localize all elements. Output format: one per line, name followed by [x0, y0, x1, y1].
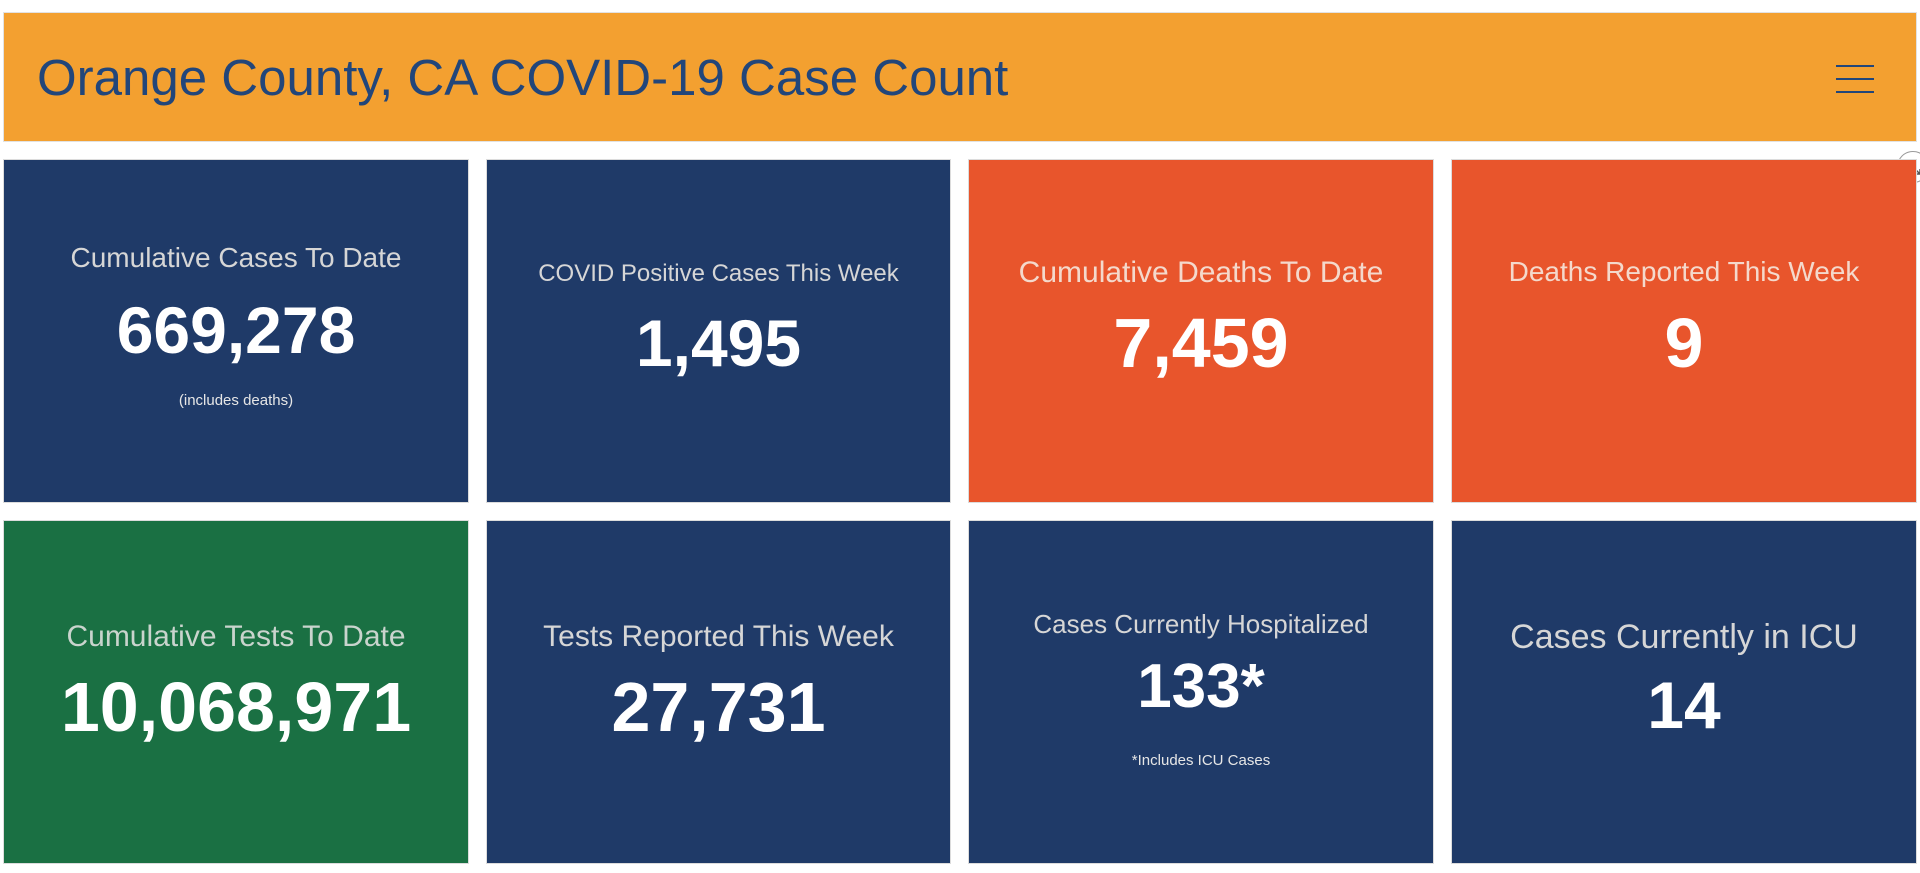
tile-label: Cases Currently Hospitalized	[1033, 609, 1369, 639]
tile-value: 7,459	[1113, 304, 1289, 382]
tile-tests-week[interactable]: Tests Reported This Week 27,731	[486, 520, 951, 864]
tile-note: (includes deaths)	[178, 392, 294, 409]
tile-cumulative-cases[interactable]: Cumulative Cases To Date 669,278 (includ…	[3, 159, 469, 503]
tile-value: 10,068,971	[60, 668, 412, 746]
tile-value: 1,495	[635, 306, 802, 380]
tile-value: 669,278	[116, 293, 356, 367]
tile-label: Tests Reported This Week	[543, 620, 894, 653]
page-title: Orange County, CA COVID-19 Case Count	[37, 49, 1009, 106]
tile-label: Cumulative Cases To Date	[70, 242, 402, 273]
tile-note: *Includes ICU Cases	[1131, 752, 1271, 769]
tile-label: Deaths Reported This Week	[1508, 256, 1860, 287]
tile-value: 9	[1664, 304, 1704, 382]
tile-hospitalized[interactable]: Cases Currently Hospitalized 133* *Inclu…	[968, 520, 1434, 864]
tile-positive-cases-week[interactable]: COVID Positive Cases This Week 1,495	[486, 159, 951, 503]
tile-label: Cases Currently in ICU	[1510, 618, 1858, 656]
header-bar: Orange County, CA COVID-19 Case Count	[3, 12, 1917, 142]
tile-cumulative-deaths[interactable]: Cumulative Deaths To Date 7,459	[968, 159, 1434, 503]
tile-value: 14	[1647, 668, 1721, 742]
tile-label: Cumulative Tests To Date	[66, 620, 406, 653]
tile-label: Cumulative Deaths To Date	[1018, 256, 1384, 289]
tile-label: COVID Positive Cases This Week	[538, 260, 899, 287]
tile-deaths-week[interactable]: Deaths Reported This Week 9	[1451, 159, 1917, 503]
tile-value: 133*	[1137, 652, 1265, 721]
hamburger-menu-icon[interactable]	[1836, 63, 1874, 95]
tile-icu[interactable]: Cases Currently in ICU 14	[1451, 520, 1917, 864]
tile-cumulative-tests[interactable]: Cumulative Tests To Date 10,068,971	[3, 520, 469, 864]
tile-value: 27,731	[611, 668, 826, 746]
